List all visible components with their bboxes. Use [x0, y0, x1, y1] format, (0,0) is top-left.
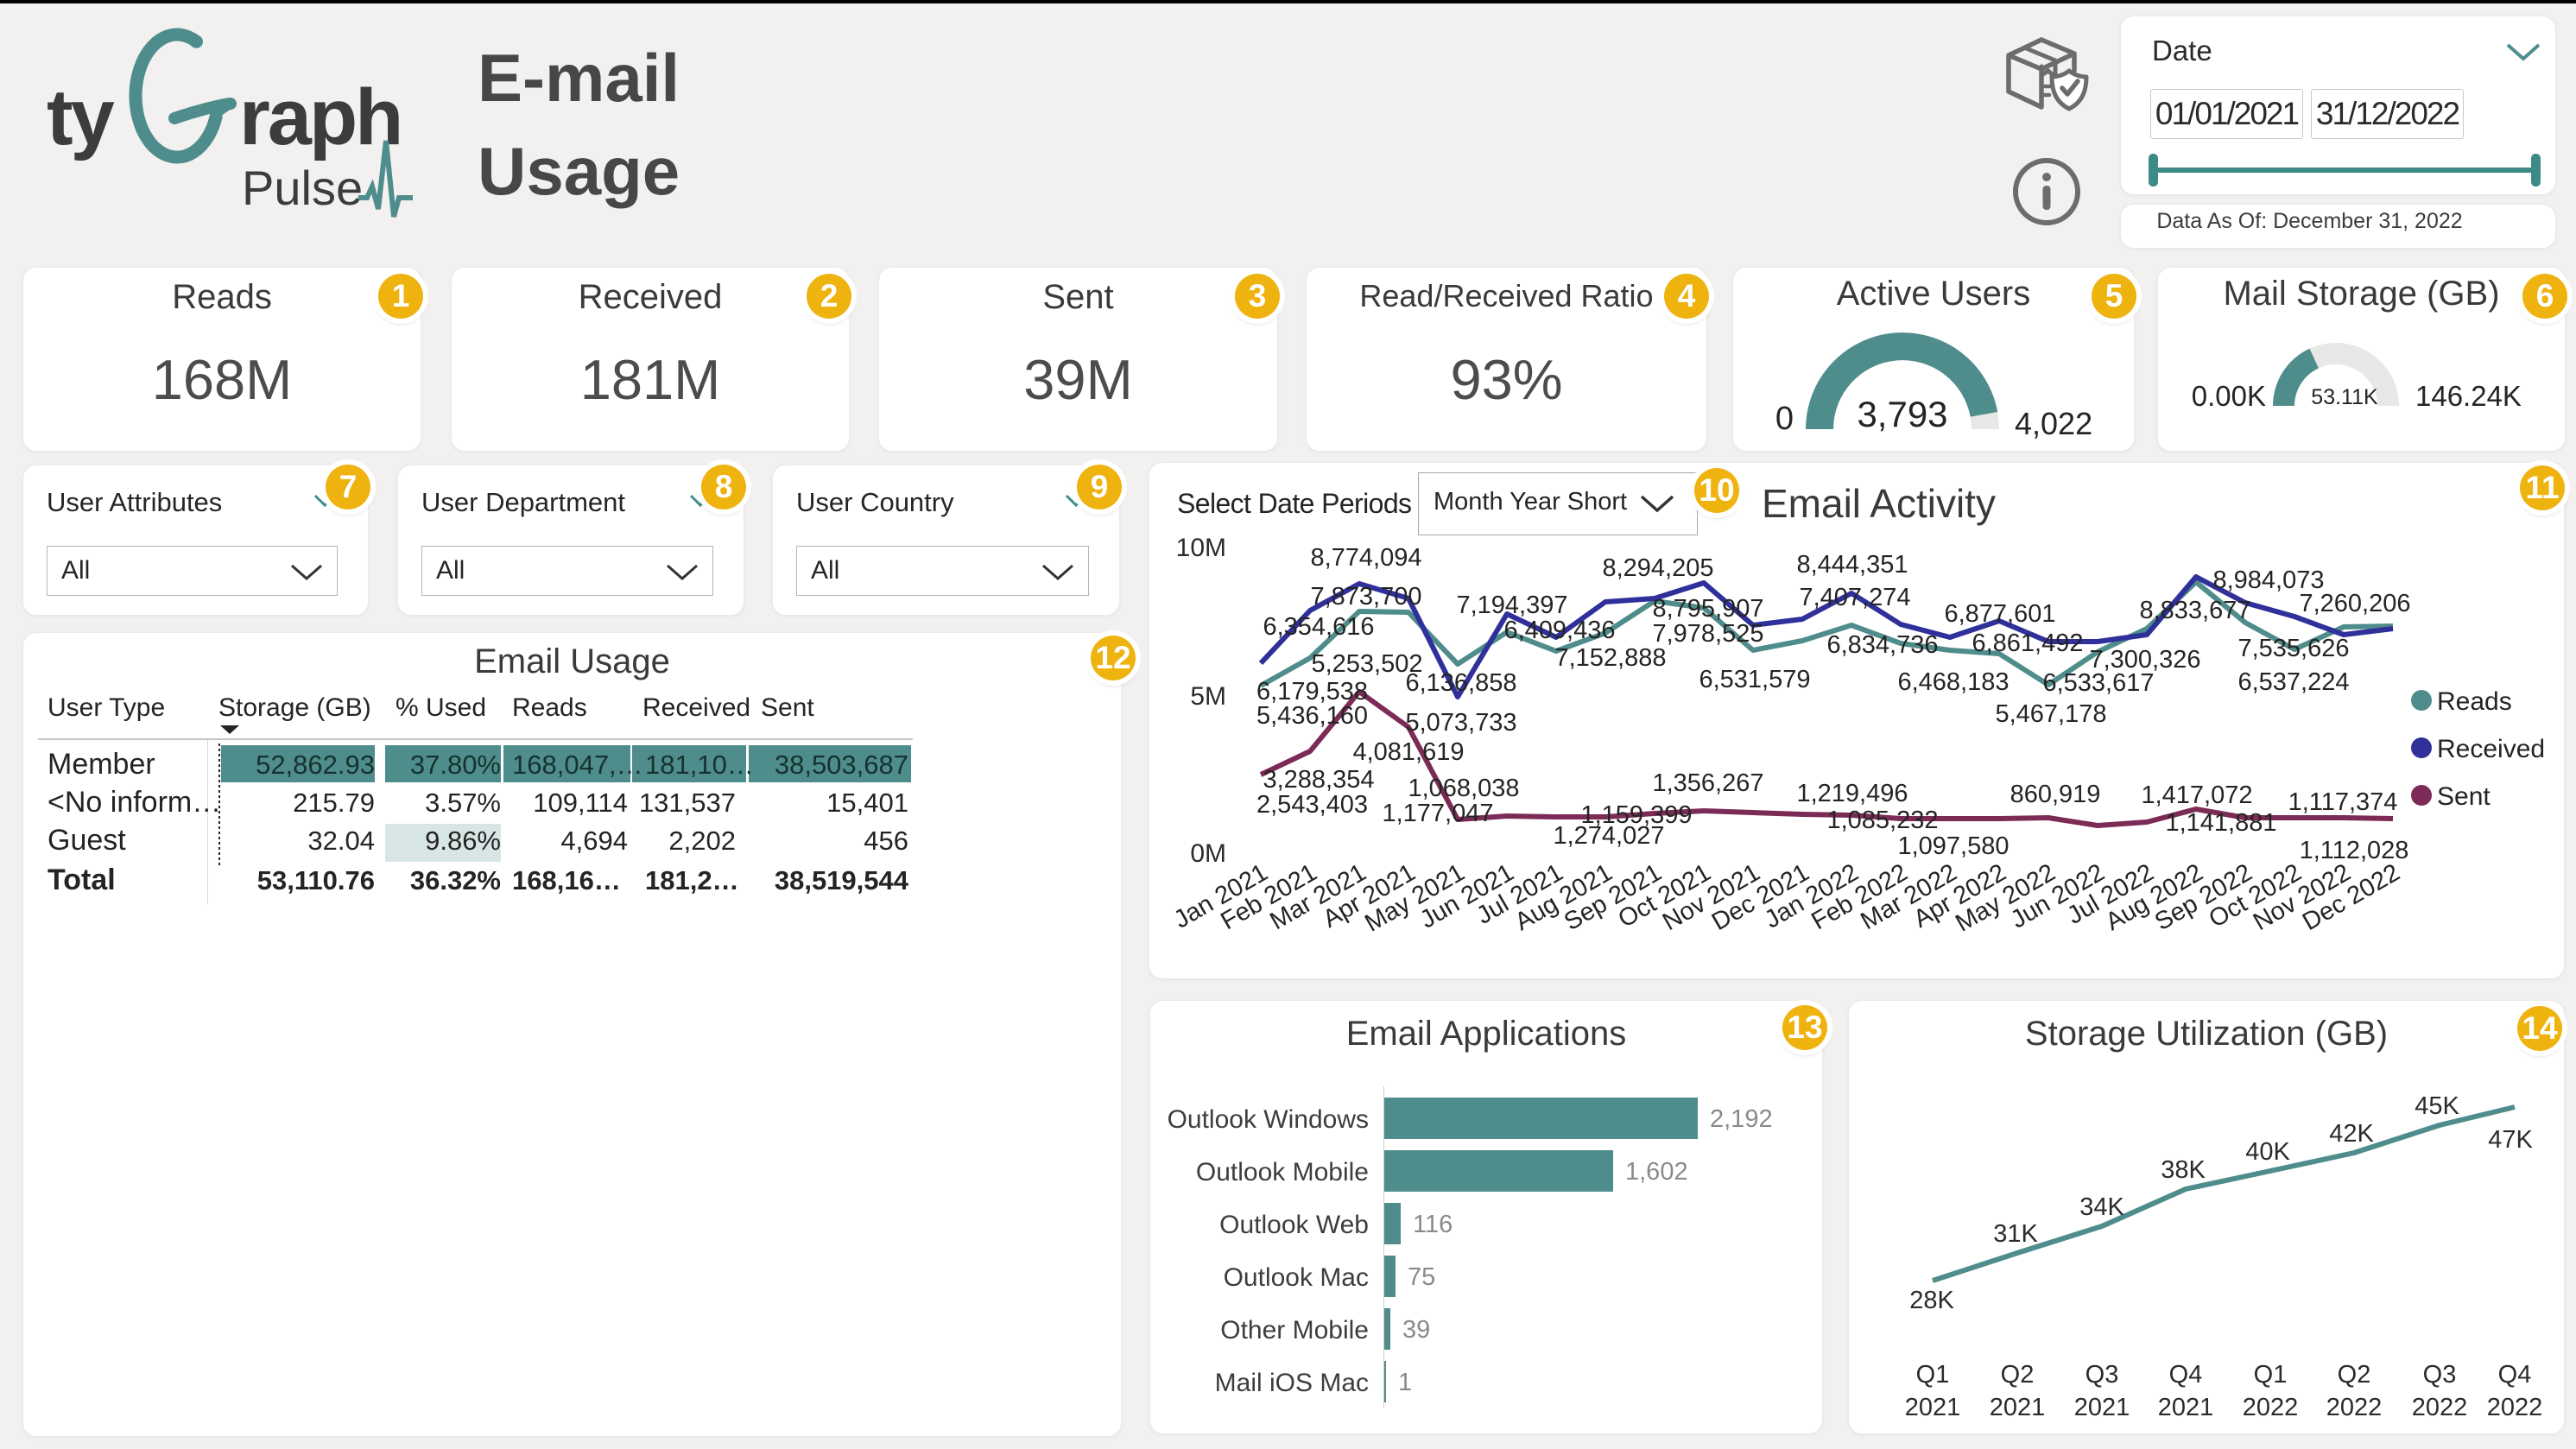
svg-text:7,260,206: 7,260,206: [2299, 590, 2410, 617]
svg-text:2022: 2022: [2243, 1394, 2299, 1421]
svg-text:4,081,619: 4,081,619: [1352, 738, 1464, 766]
svg-text:7,194,397: 7,194,397: [1456, 592, 1567, 619]
svg-text:1,097,580: 1,097,580: [1897, 832, 2009, 860]
svg-text:7,300,326: 7,300,326: [2089, 646, 2200, 674]
svg-text:28K: 28K: [1909, 1287, 1954, 1314]
svg-text:0M: 0M: [1190, 839, 1226, 868]
svg-text:7,873,700: 7,873,700: [1310, 583, 1421, 611]
svg-text:8,774,094: 8,774,094: [1310, 544, 1421, 572]
svg-text:7,535,626: 7,535,626: [2237, 635, 2349, 662]
svg-text:1,068,038: 1,068,038: [1408, 775, 1519, 802]
svg-text:6,531,579: 6,531,579: [1699, 666, 1810, 693]
svg-text:1,177,047: 1,177,047: [1382, 800, 1493, 827]
svg-text:42K: 42K: [2329, 1120, 2374, 1148]
svg-text:Sent: Sent: [2437, 782, 2491, 811]
svg-text:6,468,183: 6,468,183: [1897, 668, 2009, 696]
svg-text:38K: 38K: [2161, 1156, 2206, 1184]
svg-text:47K: 47K: [2488, 1126, 2533, 1154]
svg-text:40K: 40K: [2245, 1138, 2290, 1166]
svg-text:0: 0: [1775, 401, 1794, 437]
svg-text:Q1: Q1: [1916, 1361, 1950, 1389]
svg-text:Q3: Q3: [2423, 1361, 2457, 1389]
svg-text:Q2: Q2: [2001, 1361, 2035, 1389]
svg-text:10M: 10M: [1176, 534, 1226, 562]
svg-text:7,407,274: 7,407,274: [1799, 584, 1910, 611]
svg-text:1,112,028: 1,112,028: [2300, 837, 2409, 864]
svg-text:6,877,601: 6,877,601: [1944, 600, 2055, 628]
svg-text:Q4: Q4: [2498, 1361, 2532, 1389]
svg-text:6,537,224: 6,537,224: [2237, 668, 2349, 696]
svg-text:6,834,736: 6,834,736: [1826, 631, 1938, 659]
svg-text:3,793: 3,793: [1857, 394, 1947, 434]
svg-text:Q2: Q2: [2338, 1361, 2371, 1389]
svg-text:8,294,205: 8,294,205: [1602, 554, 1713, 582]
svg-text:2021: 2021: [2158, 1394, 2214, 1421]
svg-text:1,141,881: 1,141,881: [2165, 809, 2276, 837]
svg-text:1,356,267: 1,356,267: [1652, 769, 1763, 797]
svg-text:5,436,160: 5,436,160: [1256, 702, 1368, 730]
svg-text:8,833,677: 8,833,677: [2139, 597, 2250, 624]
svg-text:Q4: Q4: [2169, 1361, 2203, 1389]
svg-text:2021: 2021: [2074, 1394, 2130, 1421]
svg-text:34K: 34K: [2079, 1193, 2124, 1221]
svg-text:5M: 5M: [1190, 682, 1226, 711]
svg-text:5,467,178: 5,467,178: [1995, 700, 2106, 728]
svg-text:860,919: 860,919: [2010, 781, 2101, 808]
svg-text:6,533,617: 6,533,617: [2042, 669, 2154, 697]
svg-text:2021: 2021: [1990, 1394, 2046, 1421]
svg-text:2022: 2022: [2326, 1394, 2383, 1421]
svg-text:Received: Received: [2437, 735, 2545, 763]
svg-text:4,022: 4,022: [2015, 406, 2092, 441]
svg-text:6,136,858: 6,136,858: [1405, 669, 1516, 697]
svg-text:1,219,496: 1,219,496: [1796, 780, 1908, 807]
svg-text:8,795,907: 8,795,907: [1652, 595, 1763, 623]
svg-text:1,159,399: 1,159,399: [1580, 801, 1692, 829]
svg-text:2021: 2021: [1905, 1394, 1961, 1421]
svg-text:raph: raph: [239, 73, 401, 161]
svg-text:3,288,354: 3,288,354: [1263, 766, 1374, 794]
svg-text:0.00K: 0.00K: [2192, 380, 2266, 412]
svg-text:31K: 31K: [1993, 1220, 2038, 1248]
svg-text:5,253,502: 5,253,502: [1311, 650, 1422, 678]
svg-text:2022: 2022: [2487, 1394, 2543, 1421]
svg-text:6,409,436: 6,409,436: [1503, 617, 1615, 644]
svg-text:53.11K: 53.11K: [2311, 385, 2378, 409]
svg-text:8,444,351: 8,444,351: [1796, 551, 1908, 579]
svg-text:Pulse: Pulse: [242, 161, 363, 215]
svg-text:1,274,027: 1,274,027: [1553, 822, 1664, 850]
svg-text:7,152,888: 7,152,888: [1554, 644, 1666, 672]
svg-text:8,984,073: 8,984,073: [2212, 566, 2324, 594]
svg-text:7,978,525: 7,978,525: [1652, 620, 1763, 648]
svg-text:5,073,733: 5,073,733: [1405, 709, 1516, 737]
svg-text:6,179,538: 6,179,538: [1256, 678, 1368, 706]
svg-text:2022: 2022: [2412, 1394, 2468, 1421]
svg-text:6,354,616: 6,354,616: [1263, 613, 1374, 641]
svg-text:1,085,232: 1,085,232: [1826, 807, 1938, 834]
svg-text:1,117,374: 1,117,374: [2288, 788, 2398, 816]
svg-text:146.24K: 146.24K: [2415, 380, 2522, 412]
svg-text:Q3: Q3: [2085, 1361, 2119, 1389]
svg-text:Q1: Q1: [2254, 1361, 2288, 1389]
svg-text:1,417,072: 1,417,072: [2141, 781, 2252, 809]
svg-text:ty: ty: [47, 73, 115, 161]
svg-text:2,543,403: 2,543,403: [1256, 791, 1368, 819]
svg-text:Reads: Reads: [2437, 687, 2512, 716]
svg-text:6,861,492: 6,861,492: [1972, 630, 2083, 657]
svg-text:45K: 45K: [2415, 1092, 2459, 1120]
